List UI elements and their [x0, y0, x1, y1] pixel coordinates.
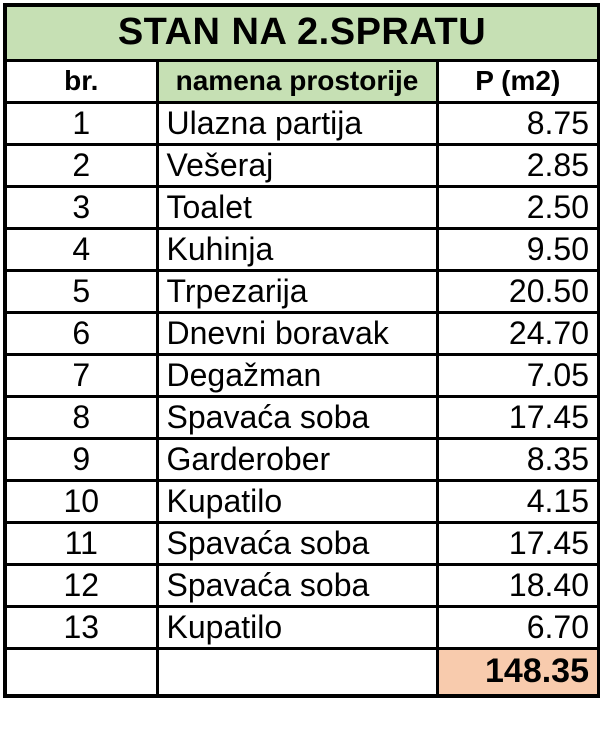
area-value-cell: 20.50: [435, 268, 600, 314]
table-row: 10 Kupatilo 4.15: [3, 478, 600, 524]
room-name-cell: Ulazna partija: [155, 100, 439, 146]
table-row: 5 Trpezarija 20.50: [3, 268, 600, 314]
row-number-cell: 9: [3, 436, 159, 482]
row-number-cell: 5: [3, 268, 159, 314]
room-name-cell: Dnevni boravak: [155, 310, 439, 356]
area-value-cell: 18.40: [435, 562, 600, 608]
row-number-cell: 6: [3, 310, 159, 356]
column-header-area: P (m2): [435, 58, 600, 104]
total-area-cell: 148.35: [435, 646, 600, 698]
total-row: 148.35: [3, 646, 600, 698]
row-number-cell: 11: [3, 520, 159, 566]
row-number-cell: 10: [3, 478, 159, 524]
row-number-cell: 4: [3, 226, 159, 272]
area-value-cell: 6.70: [435, 604, 600, 650]
table-row: 11 Spavaća soba 17.45: [3, 520, 600, 566]
row-number-cell: 8: [3, 394, 159, 440]
table-row: 4 Kuhinja 9.50: [3, 226, 600, 272]
room-name-cell: Spavaća soba: [155, 520, 439, 566]
area-value-cell: 17.45: [435, 520, 600, 566]
table-row: 6 Dnevni boravak 24.70: [3, 310, 600, 356]
room-name-cell: Toalet: [155, 184, 439, 230]
area-value-cell: 2.85: [435, 142, 600, 188]
room-name-cell: Spavaća soba: [155, 562, 439, 608]
room-name-cell: Kupatilo: [155, 604, 439, 650]
row-number-cell: 12: [3, 562, 159, 608]
column-header-name: namena prostorije: [155, 58, 439, 104]
row-number-cell: 7: [3, 352, 159, 398]
row-number-cell: 2: [3, 142, 159, 188]
row-number-cell: 3: [3, 184, 159, 230]
room-name-cell: Degažman: [155, 352, 439, 398]
table-row: 8 Spavaća soba 17.45: [3, 394, 600, 440]
table-row: 3 Toalet 2.50: [3, 184, 600, 230]
table-row: 9 Garderober 8.35: [3, 436, 600, 482]
room-area-table: STAN NA 2.SPRATU br. namena prostorije P…: [3, 3, 600, 698]
table-row: 7 Degažman 7.05: [3, 352, 600, 398]
header-row: br. namena prostorije P (m2): [3, 58, 600, 104]
area-value-cell: 8.75: [435, 100, 600, 146]
area-value-cell: 7.05: [435, 352, 600, 398]
room-name-cell: Vešeraj: [155, 142, 439, 188]
area-value-cell: 2.50: [435, 184, 600, 230]
row-number-cell: 13: [3, 604, 159, 650]
empty-cell: [3, 646, 159, 698]
room-name-cell: Trpezarija: [155, 268, 439, 314]
table-row: 13 Kupatilo 6.70: [3, 604, 600, 650]
table-row: 12 Spavaća soba 18.40: [3, 562, 600, 608]
row-number-cell: 1: [3, 100, 159, 146]
room-name-cell: Spavaća soba: [155, 394, 439, 440]
table-row: 2 Vešeraj 2.85: [3, 142, 600, 188]
area-value-cell: 4.15: [435, 478, 600, 524]
room-name-cell: Garderober: [155, 436, 439, 482]
column-header-number: br.: [3, 58, 159, 104]
area-value-cell: 9.50: [435, 226, 600, 272]
room-name-cell: Kuhinja: [155, 226, 439, 272]
empty-cell: [155, 646, 439, 698]
room-name-cell: Kupatilo: [155, 478, 439, 524]
area-value-cell: 17.45: [435, 394, 600, 440]
table-row: 1 Ulazna partija 8.75: [3, 100, 600, 146]
area-value-cell: 24.70: [435, 310, 600, 356]
table-title: STAN NA 2.SPRATU: [3, 3, 600, 62]
area-value-cell: 8.35: [435, 436, 600, 482]
title-row: STAN NA 2.SPRATU: [3, 3, 600, 62]
